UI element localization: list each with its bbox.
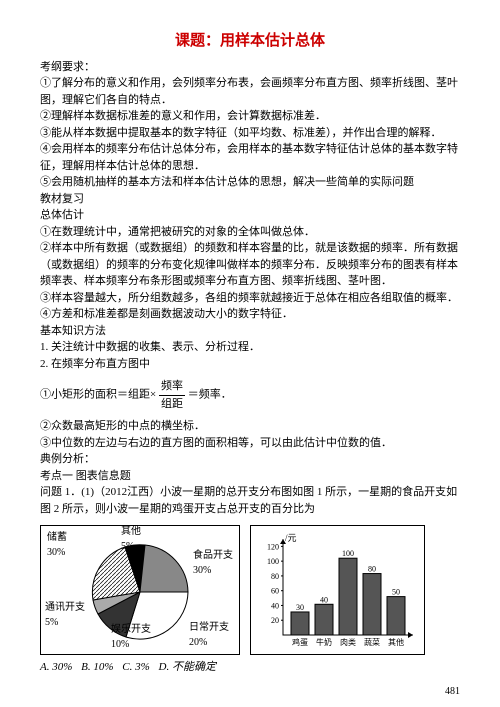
req-3: ③能从样本数据中提取基本的数字特征（如平均数、标准差），并作出合理的解释． <box>40 125 460 142</box>
svg-text:其他: 其他 <box>388 637 404 647</box>
method-2: 2. 在频率分布直方图中 <box>40 356 460 373</box>
para-1: ①在数理统计中，通常把被研究的对象的全体叫做总体． <box>40 224 460 241</box>
bar-chart: /元 20 40 60 80 100 120 30 鸡蛋 40 牛奶 100 肉类 80 蔬菜 50 其他 <box>250 525 425 655</box>
kaodian-header: 考点一 图表信息题 <box>40 468 460 485</box>
req-2: ②理解样本数据标准差的意义和作用，会计算数据标准差． <box>40 108 460 125</box>
option-c: C. 3% <box>122 661 150 673</box>
zongti-header: 总体估计 <box>40 207 460 224</box>
charts-row: 储蓄30% 其他5% 食品开支30% 日常开支20% 娱乐开支10% 通讯开支5… <box>40 525 460 655</box>
svg-text:肉类: 肉类 <box>340 637 356 647</box>
svg-text:120: 120 <box>267 542 279 551</box>
kaogang-header: 考纲要求： <box>40 59 460 76</box>
svg-text:100: 100 <box>342 549 354 558</box>
req-4: ④会用样本的频率分布估计总体分布，会用样本的基本数字特征估计总体的基本数字特征，… <box>40 141 460 174</box>
options: A. 30% B. 10% C. 3% D. 不能确定 <box>40 659 460 676</box>
svg-text:40: 40 <box>320 595 328 604</box>
svg-text:60: 60 <box>271 587 279 596</box>
svg-text:鸡蛋: 鸡蛋 <box>292 637 308 647</box>
pie-chart: 储蓄30% 其他5% 食品开支30% 日常开支20% 娱乐开支10% 通讯开支5… <box>40 525 240 655</box>
svg-text:/元: /元 <box>285 533 297 543</box>
jiben-header: 基本知识方法 <box>40 323 460 340</box>
formula-3: ③中位数的左边与右边的直方图的面积相等，可以由此估计中位数的值． <box>40 435 460 452</box>
svg-text:牛奶: 牛奶 <box>316 637 332 647</box>
svg-text:100: 100 <box>267 557 279 566</box>
dianli-header: 典例分析： <box>40 451 460 468</box>
option-d: D. 不能确定 <box>159 661 216 673</box>
para-4: ④方差和标准差都是刻画数据波动大小的数字特征． <box>40 306 460 323</box>
formula-2: ②众数最高矩形的中点的横坐标． <box>40 418 460 435</box>
page-title: 课题：用样本估计总体 <box>40 30 460 53</box>
svg-text:80: 80 <box>368 565 376 574</box>
option-b: B. 10% <box>81 661 113 673</box>
formula-1: ①小矩形的面积＝组距× 频率 组距 ＝频率． <box>40 378 460 412</box>
svg-text:20: 20 <box>271 616 279 625</box>
para-2: ②样本中所有数据（或数据组）的频数和样本容量的比，就是该数据的频率．所有数据（或… <box>40 240 460 290</box>
svg-text:30: 30 <box>296 603 304 612</box>
req-5: ⑤会用随机抽样的基本方法和样本估计总体的思想，解决一些简单的实际问题 <box>40 174 460 191</box>
page-number: 481 <box>445 684 460 699</box>
wenti-text: 问题 1．(1)（2012江西）小波一星期的总开支分布图如图 1 所示，一星期的… <box>40 484 460 517</box>
option-a: A. 30% <box>40 661 72 673</box>
svg-text:80: 80 <box>271 572 279 581</box>
jiaocai-header: 教材复习 <box>40 191 460 208</box>
svg-text:40: 40 <box>271 601 279 610</box>
req-1: ①了解分布的意义和作用，会列频率分布表，会画频率分布直方图、频率折线图、茎叶图，… <box>40 75 460 108</box>
svg-text:50: 50 <box>392 588 400 597</box>
para-3: ③样本容量越大，所分组数越多，各组的频率就越接近于总体在相应各组取值的概率． <box>40 290 460 307</box>
method-1: 1. 关注统计中数据的收集、表示、分析过程． <box>40 339 460 356</box>
svg-text:蔬菜: 蔬菜 <box>364 637 380 647</box>
